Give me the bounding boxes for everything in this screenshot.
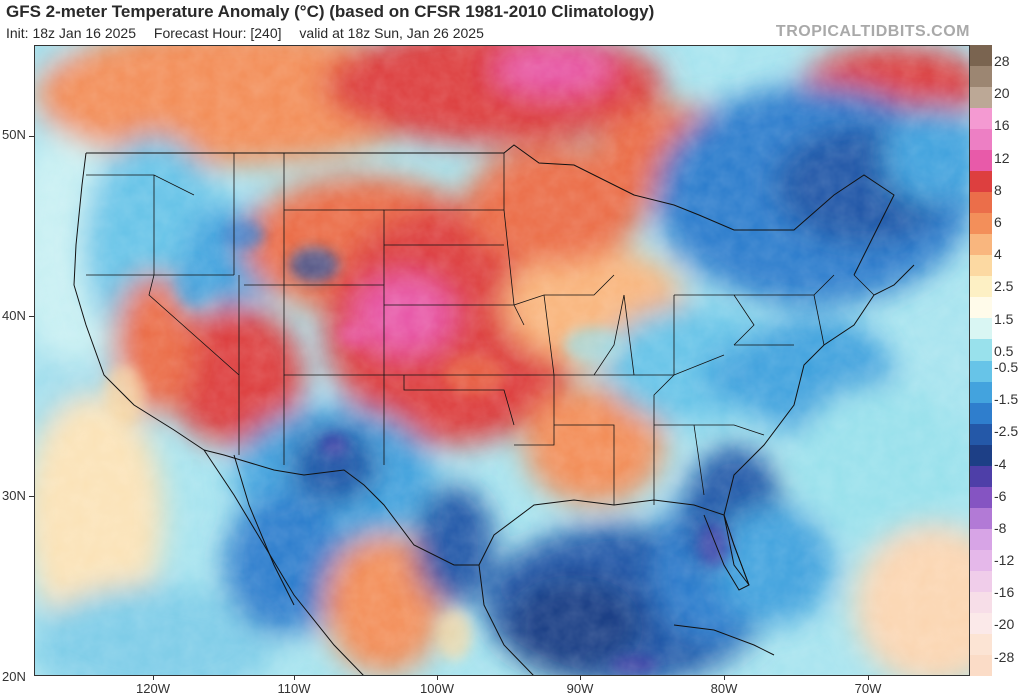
lon-label-90w: 90W bbox=[566, 681, 594, 696]
legend-swatch bbox=[970, 486, 992, 509]
anomaly-map[interactable] bbox=[34, 45, 970, 676]
legend-swatch bbox=[970, 255, 992, 277]
lon-tick bbox=[580, 676, 581, 680]
lon-tick bbox=[724, 676, 725, 680]
legend-swatch bbox=[970, 507, 992, 530]
lat-label-30n: 30N bbox=[2, 488, 26, 503]
legend-swatch bbox=[970, 297, 992, 319]
legend-swatch bbox=[970, 570, 992, 593]
legend-swatch bbox=[970, 192, 992, 214]
brand-watermark: TROPICALTIDBITS.COM bbox=[775, 23, 970, 40]
legend-label: -16 bbox=[994, 584, 1015, 601]
legend-swatch bbox=[970, 150, 992, 172]
lat-label-20n: 20N bbox=[2, 669, 26, 684]
legend-label: -12 bbox=[994, 552, 1015, 569]
legend-swatch bbox=[970, 528, 992, 551]
lon-label-110w: 110W bbox=[277, 681, 311, 696]
lon-tick bbox=[153, 676, 154, 680]
legend-label: 6 bbox=[994, 214, 1002, 231]
legend-swatch bbox=[970, 318, 992, 340]
lon-label-80w: 80W bbox=[710, 681, 738, 696]
legend-swatch bbox=[970, 276, 992, 298]
lat-tick bbox=[29, 316, 34, 317]
legend-swatch bbox=[970, 549, 992, 572]
forecast-hour: Forecast Hour: [240] bbox=[153, 25, 282, 41]
boundaries bbox=[73, 144, 915, 676]
legend-swatch bbox=[970, 171, 992, 193]
legend-swatch bbox=[970, 234, 992, 256]
legend-label: -8 bbox=[994, 519, 1007, 536]
legend-swatch bbox=[970, 381, 992, 404]
legend-swatch bbox=[970, 591, 992, 614]
legend-swatch bbox=[970, 213, 992, 235]
legend-label: -0.5 bbox=[994, 358, 1019, 375]
map-frame bbox=[34, 45, 970, 676]
legend-label: -6 bbox=[994, 487, 1007, 504]
legend-swatch bbox=[970, 339, 992, 361]
lat-label-40n: 40N bbox=[2, 308, 26, 323]
lon-tick bbox=[437, 676, 438, 680]
noise-overlay bbox=[34, 45, 970, 676]
legend-swatch bbox=[970, 633, 992, 656]
legend-swatch bbox=[970, 612, 992, 635]
lon-label-120w: 120W bbox=[136, 681, 170, 696]
lon-label-70w: 70W bbox=[854, 681, 882, 696]
legend-label: 16 bbox=[994, 117, 1010, 134]
color-legend: 28 20 16 12 8 6 4 2.5 1.5 0.5 -0.5 -1.5 -2.5 -4 -6 -8 -1… bbox=[970, 45, 1024, 677]
legend-swatch bbox=[970, 66, 992, 88]
lat-label-50n: 50N bbox=[2, 127, 26, 142]
legend-label: 8 bbox=[994, 181, 1002, 198]
legend-swatch bbox=[970, 45, 992, 67]
legend-swatch bbox=[970, 129, 992, 151]
legend-label: -4 bbox=[994, 455, 1007, 472]
valid-time: valid at 18z Sun, Jan 26 2025 bbox=[299, 25, 484, 41]
state-lines bbox=[86, 153, 875, 505]
legend-swatch bbox=[970, 654, 992, 677]
legend-label: 28 bbox=[994, 53, 1010, 70]
legend-swatch bbox=[970, 360, 992, 383]
legend-swatch bbox=[970, 423, 992, 446]
legend-label: -20 bbox=[994, 616, 1015, 633]
lat-tick bbox=[29, 136, 34, 137]
legend-label: 0.5 bbox=[994, 342, 1014, 359]
lat-tick bbox=[29, 496, 34, 497]
legend-label: 2.5 bbox=[994, 278, 1014, 295]
legend-label: 1.5 bbox=[994, 310, 1014, 327]
legend-label: 4 bbox=[994, 246, 1002, 263]
legend-swatch bbox=[970, 87, 992, 109]
legend-label: 20 bbox=[994, 85, 1010, 102]
legend-swatch bbox=[970, 444, 992, 467]
legend-swatch bbox=[970, 108, 992, 130]
legend-swatch bbox=[970, 402, 992, 425]
legend-label: -1.5 bbox=[994, 391, 1019, 408]
legend-label: -28 bbox=[994, 648, 1015, 665]
legend-label: 12 bbox=[994, 149, 1010, 166]
legend-swatch bbox=[970, 465, 992, 488]
chart-subtitle: Init: 18z Jan 16 2025 Forecast Hour: [24… bbox=[6, 25, 498, 41]
lon-tick bbox=[294, 676, 295, 680]
lon-label-100w: 100W bbox=[420, 681, 454, 696]
legend-label: -2.5 bbox=[994, 423, 1019, 440]
init-time: Init: 18z Jan 16 2025 bbox=[6, 25, 136, 41]
chart-title: GFS 2-meter Temperature Anomaly (°C) (ba… bbox=[6, 2, 655, 21]
lon-tick bbox=[868, 676, 869, 680]
